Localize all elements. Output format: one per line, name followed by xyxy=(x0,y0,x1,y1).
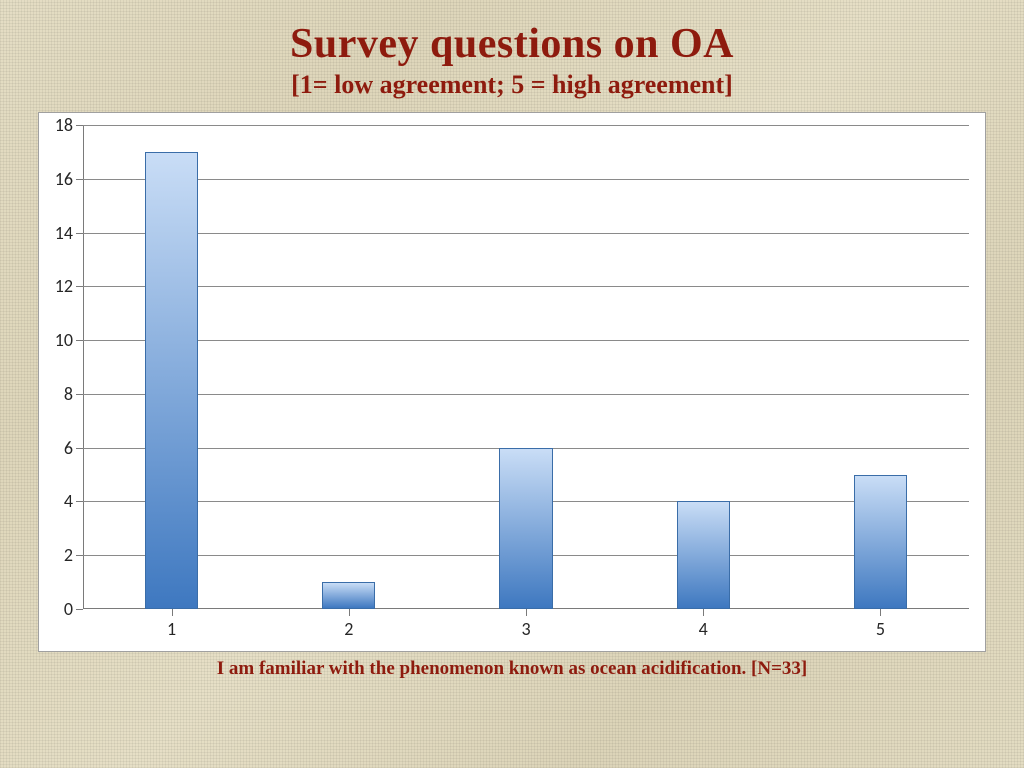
bar-chart: 02468101214161812345 xyxy=(38,112,986,652)
bar-face xyxy=(323,583,374,608)
x-tick-label: 1 xyxy=(167,618,176,640)
gridline xyxy=(83,233,969,234)
slide: Survey questions on OA [1= low agreement… xyxy=(0,0,1024,768)
y-tick xyxy=(76,340,83,341)
x-tick-label: 2 xyxy=(344,618,353,640)
bar-face xyxy=(855,476,906,608)
y-tick-label: 2 xyxy=(64,544,73,566)
gridline xyxy=(83,340,969,341)
bar-face xyxy=(146,153,197,608)
y-tick xyxy=(76,125,83,126)
bar-face xyxy=(500,449,551,608)
y-tick-label: 14 xyxy=(55,222,73,244)
x-tick xyxy=(526,609,527,616)
x-tick xyxy=(703,609,704,616)
y-tick-label: 6 xyxy=(64,437,73,459)
y-tick-label: 12 xyxy=(55,275,73,297)
bar xyxy=(499,448,552,609)
y-axis xyxy=(83,125,84,609)
bar xyxy=(322,582,375,609)
y-tick xyxy=(76,179,83,180)
y-tick xyxy=(76,555,83,556)
x-tick xyxy=(349,609,350,616)
gridline xyxy=(83,394,969,395)
y-tick-label: 10 xyxy=(55,329,73,351)
gridline xyxy=(83,179,969,180)
slide-subtitle: [1= low agreement; 5 = high agreement] xyxy=(290,70,734,100)
plot-area: 02468101214161812345 xyxy=(83,125,969,609)
gridline xyxy=(83,125,969,126)
y-tick xyxy=(76,233,83,234)
bar xyxy=(854,475,907,609)
bar xyxy=(145,152,198,609)
y-tick-label: 4 xyxy=(64,490,73,512)
gridline xyxy=(83,286,969,287)
y-tick xyxy=(76,448,83,449)
y-tick-label: 0 xyxy=(64,598,73,620)
y-tick-label: 16 xyxy=(55,168,73,190)
chart-caption: I am familiar with the phenomenon known … xyxy=(217,658,808,680)
y-tick xyxy=(76,394,83,395)
y-tick xyxy=(76,609,83,610)
x-tick-label: 3 xyxy=(521,618,530,640)
title-block: Survey questions on OA [1= low agreement… xyxy=(290,20,734,100)
x-tick xyxy=(880,609,881,616)
slide-title: Survey questions on OA xyxy=(290,20,734,68)
bar xyxy=(677,501,730,609)
y-tick-label: 8 xyxy=(64,383,73,405)
x-tick-label: 4 xyxy=(699,618,708,640)
x-tick xyxy=(172,609,173,616)
y-tick-label: 18 xyxy=(55,114,73,136)
y-tick xyxy=(76,286,83,287)
bar-face xyxy=(678,502,729,608)
y-tick xyxy=(76,501,83,502)
x-tick-label: 5 xyxy=(876,618,885,640)
